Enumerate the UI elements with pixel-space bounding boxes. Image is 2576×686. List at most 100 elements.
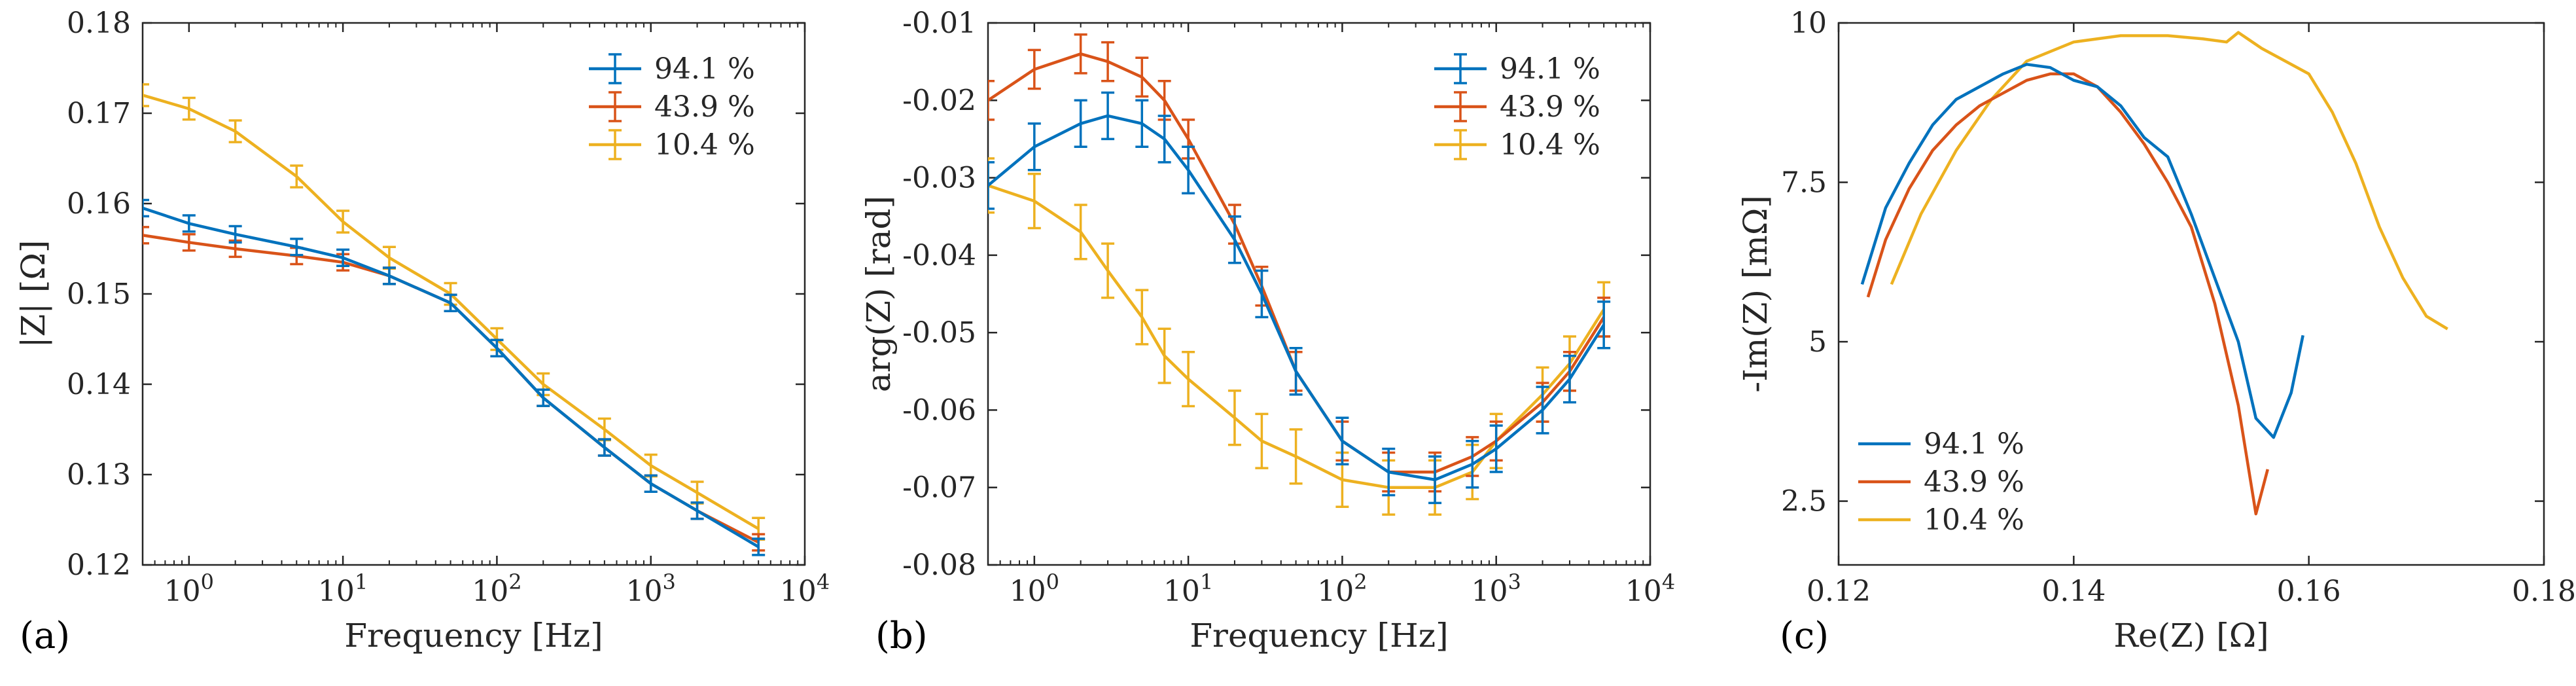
error-bar xyxy=(228,119,242,143)
legend-label: 10.4 % xyxy=(1500,128,1600,162)
error-bar xyxy=(1074,99,1087,149)
error-bar xyxy=(1157,79,1171,121)
error-bar xyxy=(1157,327,1171,384)
error-bar xyxy=(143,83,149,107)
legend-label: 10.4 % xyxy=(654,128,755,162)
series-line xyxy=(1866,72,2269,516)
series-439 xyxy=(1866,72,2269,516)
series-941 xyxy=(143,198,766,556)
series-941 xyxy=(988,91,1611,505)
y-tick-label: 0.18 xyxy=(67,7,131,40)
error-bar xyxy=(444,293,457,312)
error-bar xyxy=(382,266,396,285)
y-tick-label: -0.04 xyxy=(902,239,976,272)
x-tick-label: 0.16 xyxy=(2277,575,2341,608)
y-tick-label: 0.17 xyxy=(67,97,131,130)
error-bar xyxy=(1466,439,1479,489)
panel-letter: (b) xyxy=(875,615,928,657)
x-tick-label: 100 xyxy=(164,569,214,608)
panel-letter: (c) xyxy=(1780,615,1829,657)
error-bar xyxy=(1536,386,1549,435)
panel-a-magnitude: 0.12 0.13 0.14 0.15 0.16 0.17 0.18 100 101 102 103… xyxy=(14,7,830,657)
x-tick-label: 102 xyxy=(472,569,521,608)
series-line xyxy=(988,114,1606,482)
error-bar xyxy=(1135,56,1149,98)
error-bar xyxy=(690,480,704,505)
error-bar xyxy=(1135,289,1149,346)
x-tick-label: 103 xyxy=(626,569,676,608)
y-tick-label: 0.15 xyxy=(67,278,131,311)
error-bar xyxy=(1227,389,1241,446)
legend-item: 94.1 % xyxy=(1858,427,2024,461)
x-tick-label: 0.14 xyxy=(2041,575,2106,608)
error-bar xyxy=(290,238,304,257)
legend-item: 10.4 % xyxy=(1434,128,1600,162)
error-bar xyxy=(1289,428,1303,485)
error-bar xyxy=(228,225,242,244)
error-bar xyxy=(1255,269,1269,319)
error-bar xyxy=(1027,122,1041,172)
error-bar xyxy=(597,438,611,457)
legend-item: 43.9 % xyxy=(1434,90,1600,124)
legend-item: 94.1 % xyxy=(589,52,755,86)
x-tick-label: 101 xyxy=(1163,569,1213,608)
error-bar xyxy=(1074,33,1087,75)
series-941 xyxy=(1860,63,2304,439)
error-bar xyxy=(1382,447,1396,497)
error-bar xyxy=(1289,347,1303,396)
x-tick-label: 0.12 xyxy=(1807,575,1871,608)
error-bar xyxy=(644,453,658,478)
legend-item: 94.1 % xyxy=(1434,52,1600,86)
legend-label: 10.4 % xyxy=(1924,503,2024,537)
error-bar xyxy=(1027,48,1041,90)
error-bar xyxy=(182,214,196,233)
legend-item: 43.9 % xyxy=(589,90,755,124)
series-104 xyxy=(1890,31,2448,331)
y-tick-label: 0.16 xyxy=(67,187,131,221)
legend-item: 10.4 % xyxy=(589,128,755,162)
error-bar xyxy=(1597,300,1611,350)
y-axis-label: |Z| [Ω] xyxy=(14,240,52,348)
error-bar xyxy=(597,417,611,442)
error-bar xyxy=(1489,424,1503,473)
legend-item: 43.9 % xyxy=(1858,465,2024,499)
legend-label: 94.1 % xyxy=(1924,427,2024,461)
x-axis-label: Frequency [Hz] xyxy=(344,617,603,655)
legend-item: 10.4 % xyxy=(1858,503,2024,537)
legend-label: 43.9 % xyxy=(654,90,755,124)
error-bar xyxy=(1335,416,1349,465)
y-axis-label: -Im(Z) [mΩ] xyxy=(1737,195,1774,393)
error-bar xyxy=(1157,115,1171,164)
error-bar xyxy=(143,226,149,245)
error-bar xyxy=(490,338,504,357)
error-bar xyxy=(988,157,995,214)
legend: 94.1 % 43.9 % 10.4 % xyxy=(1434,52,1600,162)
error-bar xyxy=(988,79,995,121)
x-tick-label: 101 xyxy=(318,569,368,608)
plot-frame xyxy=(1837,22,2545,566)
error-bar xyxy=(1428,455,1442,505)
y-tick-label: 2.5 xyxy=(1781,485,1827,518)
error-bar xyxy=(336,209,350,234)
y-tick-label: 0.14 xyxy=(67,368,131,401)
y-tick-label: 5 xyxy=(1808,325,1827,359)
error-bar xyxy=(182,96,196,121)
error-bar xyxy=(1227,215,1241,264)
y-tick-label: -0.01 xyxy=(902,7,976,40)
panel-letter: (a) xyxy=(20,615,70,657)
legend: 94.1 % 43.9 % 10.4 % xyxy=(589,52,755,162)
error-bar xyxy=(1255,412,1269,469)
error-bar xyxy=(382,245,396,270)
series-line xyxy=(143,234,760,544)
error-bar xyxy=(752,537,766,556)
error-bar xyxy=(537,388,550,407)
x-tick-label: 102 xyxy=(1317,569,1367,608)
error-bar xyxy=(182,233,196,252)
error-bar xyxy=(644,474,658,493)
legend-label: 94.1 % xyxy=(1500,52,1600,86)
y-axis-label: arg(Z) [rad] xyxy=(860,196,898,392)
y-tick-label: 0.12 xyxy=(67,549,131,582)
y-tick-label: -0.03 xyxy=(902,162,976,195)
x-axis-label: Re(Z) [Ω] xyxy=(2113,617,2268,655)
